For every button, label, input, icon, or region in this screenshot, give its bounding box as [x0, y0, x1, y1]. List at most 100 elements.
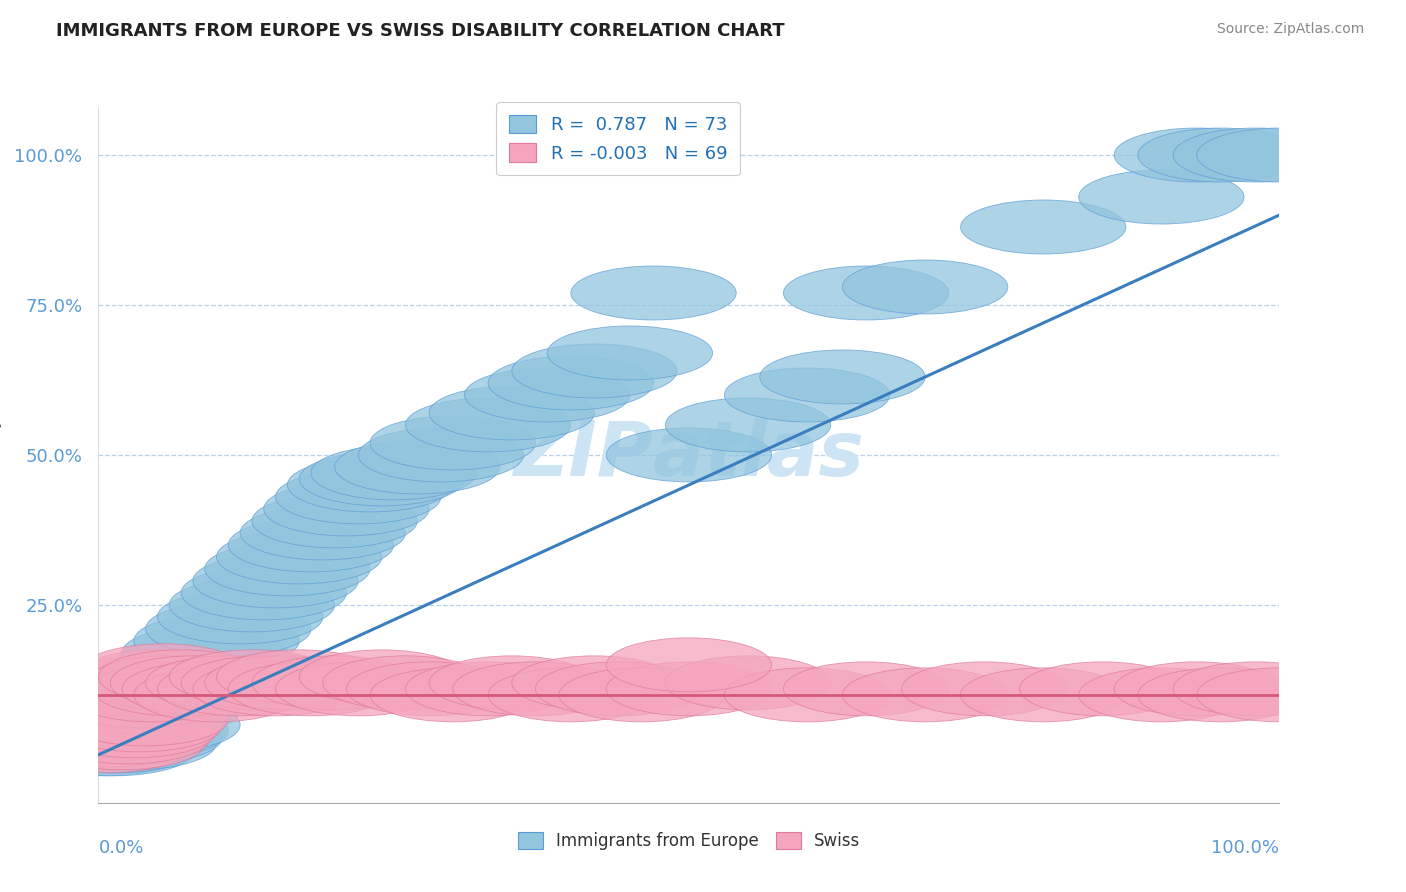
Ellipse shape	[228, 662, 394, 715]
Ellipse shape	[1078, 668, 1244, 722]
Ellipse shape	[370, 668, 536, 722]
Ellipse shape	[110, 656, 276, 710]
Ellipse shape	[488, 356, 654, 410]
Ellipse shape	[28, 713, 193, 767]
Ellipse shape	[146, 656, 311, 710]
Ellipse shape	[35, 695, 201, 748]
Ellipse shape	[488, 668, 654, 722]
Text: IMMIGRANTS FROM EUROPE VS SWISS DISABILITY CORRELATION CHART: IMMIGRANTS FROM EUROPE VS SWISS DISABILI…	[56, 22, 785, 40]
Ellipse shape	[157, 590, 323, 644]
Ellipse shape	[901, 662, 1067, 715]
Ellipse shape	[39, 680, 205, 734]
Ellipse shape	[134, 614, 299, 668]
Ellipse shape	[960, 668, 1126, 722]
Ellipse shape	[31, 706, 197, 761]
Ellipse shape	[53, 704, 219, 758]
Ellipse shape	[1173, 662, 1339, 715]
Ellipse shape	[370, 416, 536, 470]
Ellipse shape	[547, 326, 713, 380]
Ellipse shape	[665, 656, 831, 710]
Ellipse shape	[193, 554, 359, 607]
Ellipse shape	[346, 662, 512, 715]
Ellipse shape	[45, 673, 211, 728]
Text: ZIP​atlas: ZIP​atlas	[513, 418, 865, 491]
Ellipse shape	[405, 662, 571, 715]
Ellipse shape	[759, 350, 925, 404]
Ellipse shape	[53, 680, 219, 734]
Ellipse shape	[87, 668, 252, 722]
Ellipse shape	[122, 626, 287, 680]
Ellipse shape	[45, 710, 211, 764]
Ellipse shape	[69, 668, 235, 722]
Ellipse shape	[104, 650, 270, 704]
Legend: Immigrants from Europe, Swiss: Immigrants from Europe, Swiss	[512, 826, 866, 857]
Ellipse shape	[28, 710, 193, 764]
Ellipse shape	[34, 706, 198, 761]
Ellipse shape	[252, 494, 418, 548]
Ellipse shape	[87, 656, 252, 710]
Ellipse shape	[21, 722, 187, 776]
Ellipse shape	[1173, 128, 1339, 182]
Ellipse shape	[724, 668, 890, 722]
Ellipse shape	[1114, 128, 1279, 182]
Ellipse shape	[98, 656, 264, 710]
Ellipse shape	[1078, 170, 1244, 224]
Ellipse shape	[960, 200, 1126, 254]
Ellipse shape	[42, 689, 207, 743]
Ellipse shape	[299, 452, 464, 506]
Ellipse shape	[75, 698, 240, 752]
Text: 100.0%: 100.0%	[1212, 838, 1279, 857]
Ellipse shape	[42, 710, 207, 764]
Ellipse shape	[453, 662, 619, 715]
Ellipse shape	[264, 482, 429, 536]
Ellipse shape	[39, 715, 205, 770]
Ellipse shape	[181, 566, 346, 620]
Ellipse shape	[63, 692, 228, 746]
Ellipse shape	[205, 656, 370, 710]
Ellipse shape	[28, 719, 193, 772]
Ellipse shape	[93, 662, 257, 715]
Ellipse shape	[217, 530, 382, 584]
Ellipse shape	[58, 698, 222, 752]
Ellipse shape	[21, 704, 187, 758]
Ellipse shape	[75, 650, 240, 704]
Ellipse shape	[169, 650, 335, 704]
Ellipse shape	[1137, 668, 1303, 722]
Ellipse shape	[606, 428, 772, 482]
Ellipse shape	[1137, 128, 1303, 182]
Ellipse shape	[117, 635, 281, 689]
Ellipse shape	[606, 662, 772, 715]
Ellipse shape	[169, 578, 335, 632]
Ellipse shape	[240, 506, 405, 560]
Ellipse shape	[311, 446, 477, 500]
Ellipse shape	[110, 644, 276, 698]
Ellipse shape	[205, 541, 370, 596]
Ellipse shape	[146, 602, 311, 656]
Ellipse shape	[217, 650, 382, 704]
Ellipse shape	[93, 662, 257, 715]
Ellipse shape	[34, 686, 198, 739]
Ellipse shape	[1019, 662, 1185, 715]
Ellipse shape	[359, 428, 523, 482]
Ellipse shape	[30, 713, 195, 767]
Ellipse shape	[512, 656, 678, 710]
Ellipse shape	[58, 692, 222, 746]
Ellipse shape	[31, 722, 197, 776]
Ellipse shape	[25, 710, 191, 764]
Ellipse shape	[571, 266, 737, 320]
Ellipse shape	[48, 706, 212, 761]
Ellipse shape	[252, 656, 418, 710]
Ellipse shape	[39, 715, 205, 770]
Ellipse shape	[45, 701, 211, 755]
Ellipse shape	[512, 344, 678, 398]
Ellipse shape	[51, 698, 217, 752]
Ellipse shape	[783, 266, 949, 320]
Ellipse shape	[157, 662, 323, 715]
Ellipse shape	[134, 668, 299, 722]
Ellipse shape	[665, 398, 831, 452]
Ellipse shape	[228, 518, 394, 572]
Ellipse shape	[60, 695, 226, 748]
Ellipse shape	[34, 704, 198, 758]
Ellipse shape	[49, 683, 214, 737]
Ellipse shape	[28, 698, 193, 752]
